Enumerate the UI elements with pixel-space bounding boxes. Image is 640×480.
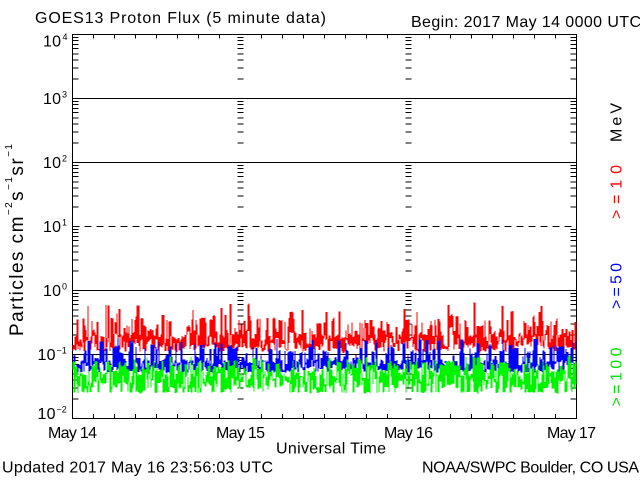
- svg-text:10: 10: [38, 406, 56, 423]
- svg-text:2: 2: [62, 154, 67, 164]
- svg-text:4: 4: [63, 32, 68, 42]
- svg-text:GOES13 Proton Flux (5 minute d: GOES13 Proton Flux (5 minute data): [35, 10, 326, 27]
- svg-text:−1: −1: [57, 346, 67, 356]
- svg-text:3: 3: [62, 90, 67, 100]
- svg-text:10: 10: [43, 91, 61, 108]
- svg-text:−2: −2: [57, 405, 67, 415]
- svg-text:MeV: MeV: [609, 103, 626, 142]
- svg-text:NOAA/SWPC Boulder, CO USA: NOAA/SWPC Boulder, CO USA: [422, 460, 639, 477]
- svg-text:10: 10: [43, 283, 61, 300]
- svg-text:10: 10: [43, 34, 61, 51]
- svg-text:Begin: 2017 May 14 0000 UTC: Begin: 2017 May 14 0000 UTC: [411, 14, 640, 31]
- svg-text:10: 10: [38, 347, 56, 364]
- svg-text:10: 10: [43, 219, 61, 236]
- svg-text:1: 1: [62, 218, 67, 228]
- svg-text:Particles cm−2s−1sr−1: Particles cm−2s−1sr−1: [4, 144, 28, 336]
- svg-text:0: 0: [62, 282, 67, 292]
- svg-text:Updated 2017 May 16 23:56:03 U: Updated 2017 May 16 23:56:03 UTC: [2, 460, 273, 477]
- svg-text:May 15: May 15: [216, 425, 265, 442]
- svg-text:>=100: >=100: [609, 347, 626, 406]
- svg-text:Universal Time: Universal Time: [276, 441, 386, 458]
- svg-text:10: 10: [43, 155, 61, 172]
- svg-text:May 14: May 14: [48, 425, 97, 442]
- svg-text:May 17: May 17: [547, 425, 596, 442]
- svg-text:May 16: May 16: [384, 425, 433, 442]
